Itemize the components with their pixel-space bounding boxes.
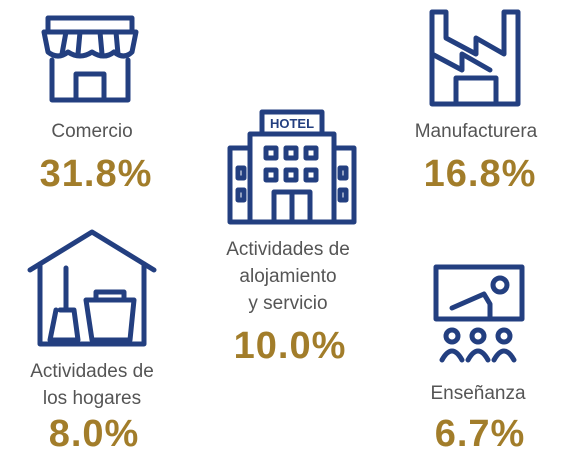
label: los hogares [43,388,141,409]
label: Actividades de [30,361,154,382]
value: 6.7% [435,413,526,450]
label: Enseñanza [430,383,526,404]
label: Actividades de [226,239,350,260]
factory-icon [429,9,521,107]
value: 16.8% [424,153,537,195]
value: 31.8% [40,153,153,195]
hotel-sign: HOTEL [270,116,314,131]
label: y servicio [248,293,327,314]
teacher-icon [433,264,525,363]
label: Comercio [51,121,132,142]
value: 8.0% [49,413,140,450]
house-icon [27,229,157,347]
value: 10.0% [234,325,347,367]
label: alojamiento [239,266,336,287]
label: Manufacturera [415,121,538,142]
hotel-icon: HOTEL [227,109,357,225]
store-icon [41,15,139,103]
